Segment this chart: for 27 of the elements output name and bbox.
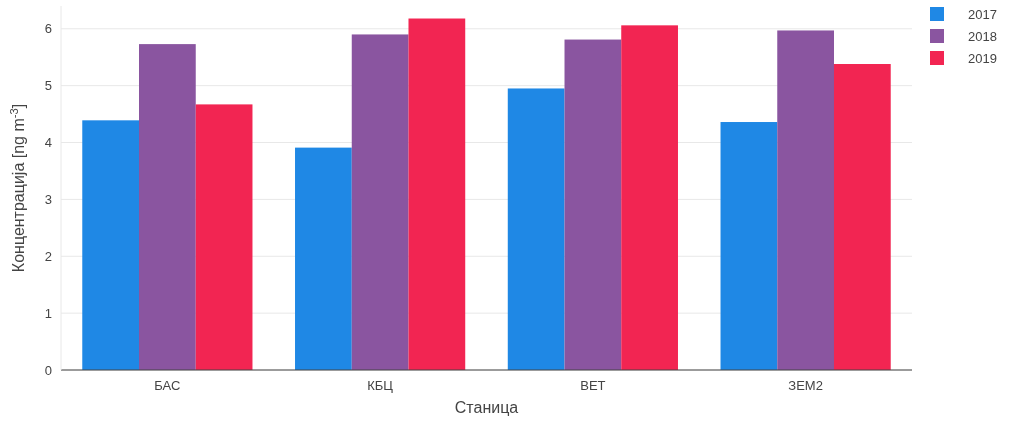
bar bbox=[720, 122, 778, 370]
bar bbox=[351, 34, 409, 370]
x-tick-label: ВЕТ bbox=[580, 378, 606, 393]
y-tick-label: 4 bbox=[44, 135, 52, 151]
bar bbox=[195, 104, 253, 370]
bar bbox=[564, 39, 622, 370]
bar bbox=[295, 147, 352, 370]
legend-label: 2018 bbox=[968, 28, 997, 44]
bar bbox=[507, 88, 565, 370]
bar bbox=[777, 30, 834, 370]
bar bbox=[139, 44, 196, 370]
y-tick-label: 1 bbox=[44, 305, 52, 321]
y-tick-label: 6 bbox=[44, 21, 52, 37]
y-tick-label: 3 bbox=[44, 191, 52, 207]
legend-label: 2019 bbox=[968, 50, 997, 66]
y-tick-label: 2 bbox=[44, 248, 52, 264]
x-tick-label: ЗЕМ2 bbox=[788, 378, 823, 393]
bar bbox=[408, 18, 466, 370]
bar bbox=[82, 120, 140, 370]
y-tick-label: 5 bbox=[44, 78, 52, 94]
x-tick-label: БАС bbox=[154, 378, 181, 393]
y-tick-label: 0 bbox=[44, 362, 52, 378]
legend-label: 2017 bbox=[968, 6, 997, 22]
bar bbox=[833, 64, 891, 370]
x-axis-title: Станица bbox=[454, 399, 519, 416]
bar bbox=[621, 25, 678, 370]
x-tick-label: КБЦ bbox=[367, 378, 394, 393]
